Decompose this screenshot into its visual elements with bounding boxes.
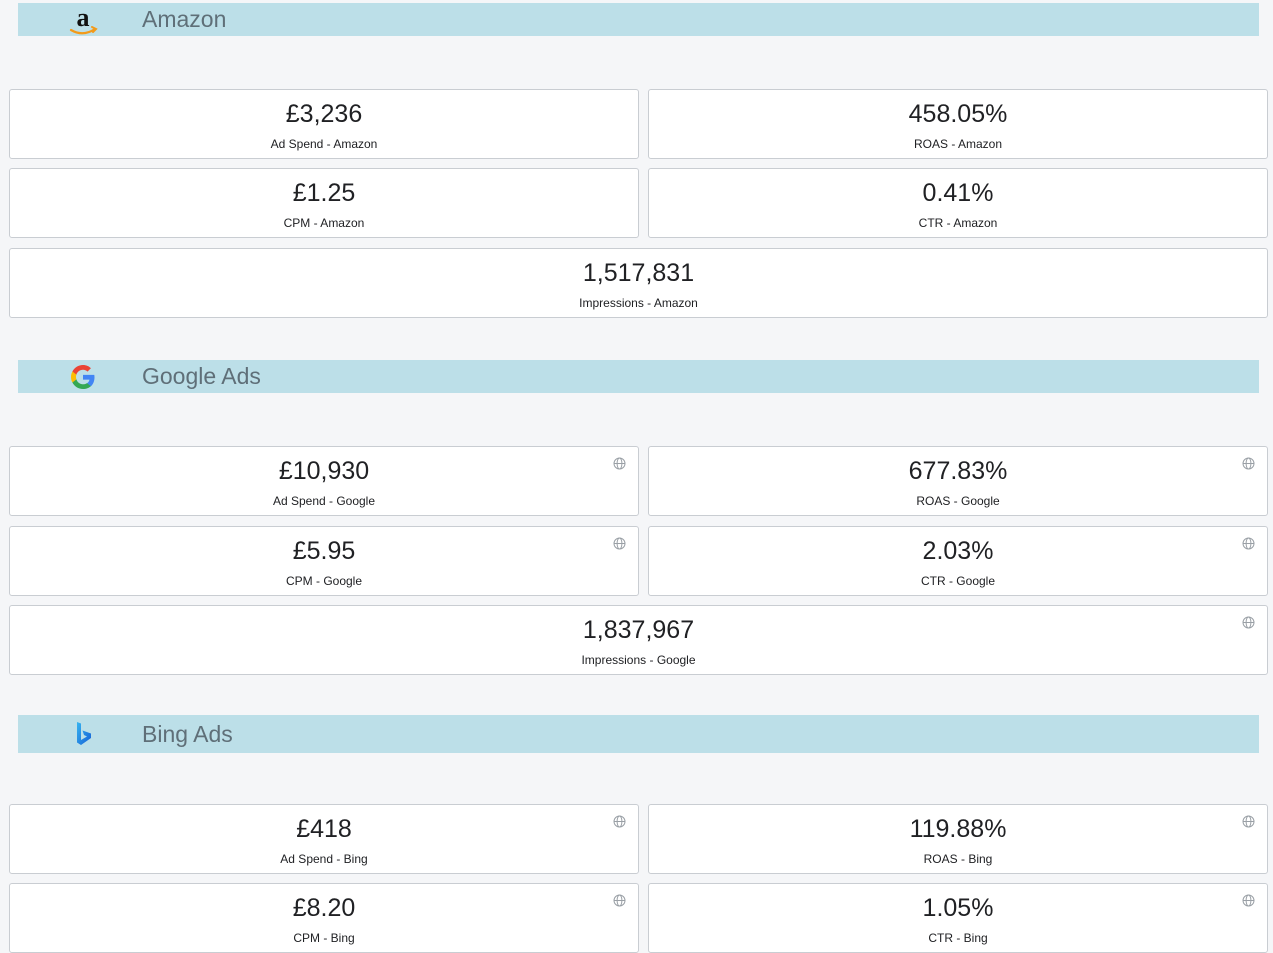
metric-label: CPM - Bing: [293, 931, 355, 945]
metric-value: £418: [296, 815, 352, 843]
metric-card-cpm-bing: £8.20 CPM - Bing: [9, 883, 639, 953]
globe-icon[interactable]: [613, 457, 626, 470]
metric-card-roas-google: 677.83% ROAS - Google: [648, 446, 1268, 516]
metric-card-ad-spend-google: £10,930 Ad Spend - Google: [9, 446, 639, 516]
svg-text:a: a: [77, 3, 90, 32]
metric-label: CTR - Bing: [928, 931, 988, 945]
globe-icon[interactable]: [1242, 616, 1255, 629]
globe-icon[interactable]: [1242, 894, 1255, 907]
globe-icon[interactable]: [1242, 537, 1255, 550]
metric-card-cpm-google: £5.95 CPM - Google: [9, 526, 639, 596]
section-header-google-ads: Google Ads: [18, 360, 1259, 393]
metric-card-impressions-google: 1,837,967 Impressions - Google: [9, 605, 1268, 675]
metric-value: £1.25: [292, 179, 356, 207]
metric-label: CPM - Amazon: [283, 216, 365, 230]
metric-value: £10,930: [278, 457, 370, 485]
section-header-bing-ads: Bing Ads: [18, 715, 1259, 753]
globe-icon[interactable]: [1242, 815, 1255, 828]
metric-value: £3,236: [285, 100, 363, 128]
metric-value: 1,517,831: [582, 259, 695, 287]
globe-icon[interactable]: [1242, 457, 1255, 470]
metric-card-impressions-amazon: 1,517,831 Impressions - Amazon: [9, 248, 1268, 318]
metric-label: Ad Spend - Google: [272, 494, 376, 508]
metric-label: CPM - Google: [285, 574, 363, 588]
metric-label: ROAS - Amazon: [913, 137, 1003, 151]
metric-card-ad-spend-amazon: £3,236 Ad Spend - Amazon: [9, 89, 639, 159]
metric-card-ctr-google: 2.03% CTR - Google: [648, 526, 1268, 596]
metric-value: 119.88%: [909, 815, 1007, 843]
metric-label: CTR - Amazon: [918, 216, 998, 230]
metric-label: Ad Spend - Bing: [280, 852, 368, 866]
metric-card-ctr-bing: 1.05% CTR - Bing: [648, 883, 1268, 953]
section-title: Bing Ads: [142, 720, 233, 747]
metric-label: ROAS - Bing: [923, 852, 993, 866]
metric-label: CTR - Google: [920, 574, 996, 588]
metric-card-ctr-amazon: 0.41% CTR - Amazon: [648, 168, 1268, 238]
metric-label: Ad Spend - Amazon: [270, 137, 378, 151]
metric-value: 0.41%: [922, 179, 994, 207]
metric-value: 677.83%: [908, 457, 1008, 485]
metric-label: Impressions - Amazon: [579, 296, 698, 310]
globe-icon[interactable]: [613, 894, 626, 907]
globe-icon[interactable]: [613, 537, 626, 550]
metric-value: 458.05%: [908, 100, 1008, 128]
metric-card-roas-bing: 119.88% ROAS - Bing: [648, 804, 1268, 874]
metric-card-ad-spend-bing: £418 Ad Spend - Bing: [9, 804, 639, 874]
metric-card-roas-amazon: 458.05% ROAS - Amazon: [648, 89, 1268, 159]
section-header-amazon: a Amazon: [18, 3, 1259, 36]
metric-value: £8.20: [292, 894, 356, 922]
metric-label: Impressions - Google: [581, 653, 696, 667]
amazon-logo-icon: a: [66, 3, 100, 37]
metric-label: ROAS - Google: [916, 494, 1000, 508]
section-title: Amazon: [142, 6, 227, 32]
bing-logo-icon: [66, 717, 100, 751]
metric-value: 2.03%: [922, 537, 994, 565]
metric-value: 1,837,967: [582, 616, 695, 644]
metric-value: 1.05%: [922, 894, 994, 922]
google-logo-icon: [66, 360, 100, 394]
metric-value: £5.95: [292, 537, 356, 565]
globe-icon[interactable]: [613, 815, 626, 828]
section-title: Google Ads: [142, 363, 261, 389]
metric-card-cpm-amazon: £1.25 CPM - Amazon: [9, 168, 639, 238]
